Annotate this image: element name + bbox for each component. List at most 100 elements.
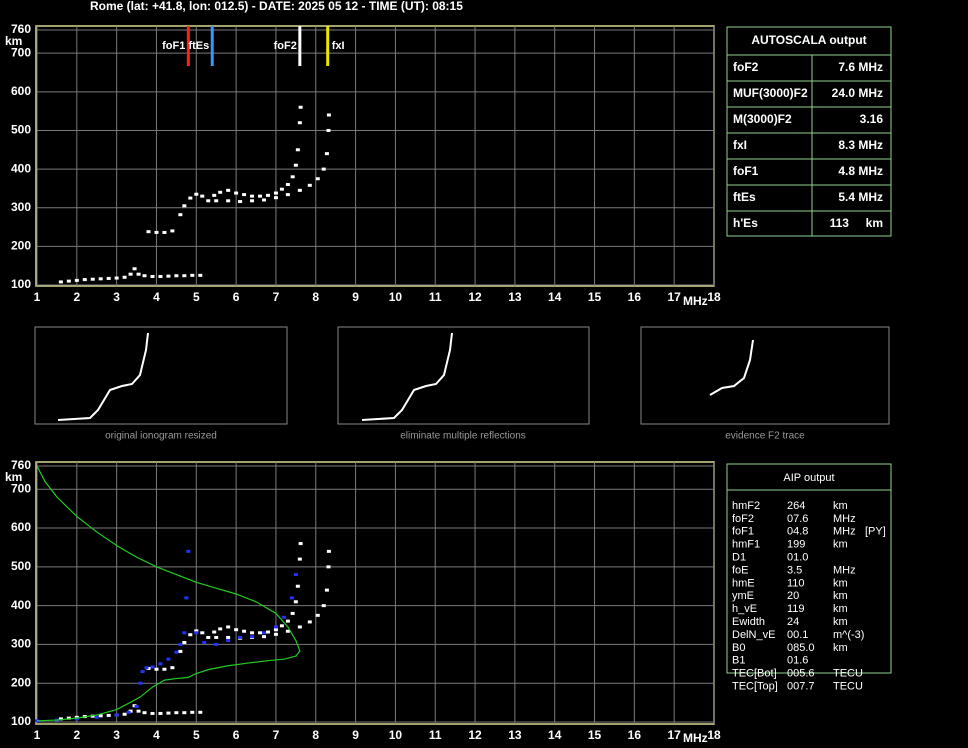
x-tick-label: 17 [667, 728, 681, 742]
aip-cell: MHz [833, 526, 856, 538]
trace-point [293, 163, 298, 167]
y-axis-label: km [5, 34, 22, 48]
trace-point [273, 632, 278, 636]
y-tick-label: 500 [11, 559, 31, 573]
y-axis-label: km [5, 470, 22, 484]
trace-point [182, 274, 187, 278]
x-tick-label: 12 [468, 290, 482, 304]
aip-cell: TECU [833, 681, 863, 693]
trace-point [150, 275, 155, 278]
x-axis-label: MHz [683, 294, 708, 308]
thumbnail-trace [361, 332, 453, 421]
trace-point [162, 230, 167, 234]
trace-point [194, 192, 199, 196]
trace-point [261, 631, 266, 635]
aip-cell: TECU [833, 668, 863, 680]
trace-point [158, 711, 163, 715]
trace-point [188, 196, 193, 200]
trace-point [321, 167, 326, 171]
aip-cell: ymE [732, 590, 754, 602]
x-tick-label: 17 [667, 290, 681, 304]
plot-frame [35, 25, 715, 287]
x-tick-label: 2 [73, 290, 80, 304]
trace-point [238, 635, 243, 639]
trace-point [74, 715, 79, 719]
trace-point [324, 152, 329, 156]
trace-point [66, 279, 71, 283]
aip-cell: 07.6 [787, 513, 808, 525]
aip-cell: hmF1 [732, 539, 760, 551]
aip-cell: foF1 [732, 526, 754, 538]
y-tick-label: 300 [11, 200, 31, 214]
aip-cell: 3.5 [787, 564, 802, 576]
trace-point [279, 624, 284, 628]
trace-point [279, 187, 284, 191]
trace-point [307, 183, 312, 187]
aip-cell: km [833, 539, 848, 551]
y-tick-label: 760 [11, 22, 31, 36]
marker-label: fxI [332, 40, 345, 52]
trace-point [250, 199, 255, 203]
x-tick-label: 7 [273, 290, 280, 304]
table-title: AIP output [783, 472, 834, 484]
plot-frame [35, 461, 715, 725]
trace-point [218, 190, 223, 194]
trace-point [326, 565, 331, 569]
row-value: 5.4 MHz [838, 190, 883, 204]
trace-point [154, 667, 159, 671]
x-tick-label: 4 [153, 290, 160, 304]
header: Rome (lat: +41.8, lon: 012.5) - DATE: 20… [90, 0, 463, 13]
trace-point [182, 640, 187, 644]
table-frame [726, 26, 892, 237]
autoscala-table: AUTOSCALA output foF2 7.6 MHz MUF(3000)F2 24… [726, 26, 892, 237]
aip-cell: km [833, 603, 848, 615]
row-value: 8.3 MHz [838, 138, 883, 152]
trace-point [200, 631, 205, 635]
aip-table: AIP output hmF2 264 km foF2 07.6 MHz foF1 04.8 MH… [726, 463, 892, 693]
trace-point [154, 230, 159, 234]
x-tick-label: 12 [468, 728, 482, 742]
row-label: h'Es [733, 216, 758, 230]
aip-cell: MHz [833, 513, 856, 525]
trace-point [190, 273, 195, 277]
x-tick-label: 11 [429, 728, 442, 742]
x-tick-label: 6 [233, 728, 240, 742]
trace-point [250, 194, 255, 198]
trace-point [66, 716, 71, 720]
aip-cell: TEC[Top] [732, 681, 778, 693]
trace-point [58, 280, 63, 284]
trace-point [150, 665, 155, 669]
trace-point [295, 148, 300, 152]
trace-point [188, 633, 193, 637]
trace-point [242, 193, 247, 197]
trace-point [74, 717, 79, 721]
x-tick-label: 1 [34, 728, 41, 742]
row-label: ftEs [733, 190, 756, 204]
x-tick-label: 13 [508, 290, 522, 304]
trace-point [315, 613, 320, 617]
aip-cell: [PY] [865, 526, 886, 538]
x-tick-label: 9 [352, 290, 359, 304]
trace-point [261, 198, 266, 202]
trace-point [258, 194, 263, 198]
aip-cell: km [833, 500, 848, 512]
trace-point [214, 635, 219, 639]
y-tick-label: 700 [11, 45, 31, 59]
x-tick-label: 5 [193, 290, 200, 304]
trace-point [212, 630, 217, 634]
x-tick-label: 15 [588, 290, 602, 304]
y-tick-label: 400 [11, 598, 31, 612]
x-tick-label: 11 [429, 290, 442, 304]
y-tick-label: 500 [11, 123, 31, 137]
thumbnail-frame [640, 326, 890, 425]
x-tick-label: 6 [233, 290, 240, 304]
aip-cell: B1 [732, 655, 745, 667]
y-tick-label: 300 [11, 637, 31, 651]
trace-point [250, 631, 255, 635]
trace-point [174, 711, 179, 715]
x-tick-label: 3 [113, 728, 120, 742]
aip-cell: km [833, 642, 848, 654]
trace-point [132, 267, 137, 271]
trace-point [212, 193, 217, 197]
x-tick-label: 10 [389, 728, 403, 742]
